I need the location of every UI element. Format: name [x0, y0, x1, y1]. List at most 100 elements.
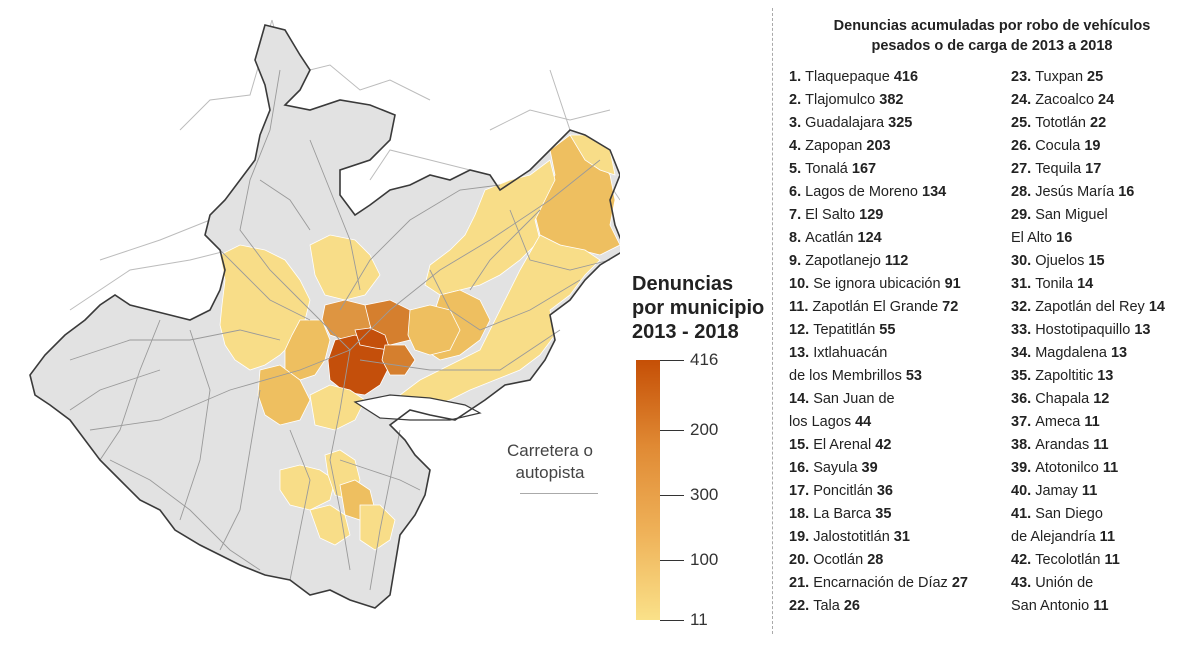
ranking-number: 31.: [1011, 276, 1036, 292]
legend-title-line-1: Denuncias: [632, 273, 734, 295]
municipality-name: Zacoalco: [1035, 92, 1095, 108]
ranking-row: 30. Ojuelos 15: [1011, 250, 1196, 273]
complaint-count: 39: [857, 460, 878, 476]
jalisco-map: [29, 19, 620, 609]
complaint-count: 36: [872, 483, 894, 499]
ranking-number: 39.: [1011, 460, 1036, 476]
municipality-name: Cocula: [1035, 138, 1081, 154]
municipality-name: Ojuelos: [1035, 253, 1085, 269]
ranking-number: 41.: [1011, 506, 1036, 522]
ranking-row: 11. Zapotlán El Grande 72: [789, 296, 999, 319]
complaint-count: 17: [1081, 161, 1102, 177]
complaint-count: 42: [871, 437, 892, 453]
ranking-number: 4.: [789, 138, 806, 154]
ranking-row: 40. Jamay 11: [1011, 480, 1196, 503]
municipality-name: San Antonio: [1011, 598, 1090, 614]
ranking-row: 8. Acatlán 124: [789, 227, 999, 250]
ranking-number: 43.: [1011, 575, 1036, 591]
legend-tick-label: 416: [690, 350, 719, 369]
ranking-number: 3.: [789, 115, 806, 131]
ranking-row: 41. San Diego: [1011, 503, 1196, 526]
ranking-number: 25.: [1011, 115, 1036, 131]
ranking-number: 13.: [789, 345, 814, 361]
ranking-row: 36. Chapala 12: [1011, 388, 1196, 411]
divider: [772, 8, 773, 634]
municipality-name: Zapotlanejo: [805, 253, 881, 269]
ranking-row: 37. Ameca 11: [1011, 411, 1196, 434]
ranking-row: 9. Zapotlanejo 112: [789, 250, 999, 273]
municipality-name: de Alejandría: [1011, 529, 1096, 545]
municipality-name: Ocotlán: [813, 552, 864, 568]
ranking-number: 32.: [1011, 299, 1036, 315]
ranking-row: 22. Tala 26: [789, 595, 999, 618]
legend-title-line-3: 2013 - 2018: [632, 321, 739, 343]
municipality-shape: [309, 504, 351, 546]
complaint-count: 129: [855, 207, 884, 223]
complaint-count: 16: [1052, 230, 1073, 246]
complaint-count: 31: [889, 529, 910, 545]
ranking-number: 20.: [789, 552, 814, 568]
ranking-row: 12. Tepatitlán 55: [789, 319, 999, 342]
ranking-number: 2.: [789, 92, 806, 108]
complaint-count: 72: [938, 299, 959, 315]
municipality-name: Jamay: [1035, 483, 1078, 499]
ranking-row: 13. Ixtlahuacán: [789, 342, 999, 365]
legend-tick-label: 300: [690, 485, 719, 505]
ranking-row: 33. Hostotipaquillo 13: [1011, 319, 1196, 342]
municipality-shape: [309, 384, 366, 431]
ranking-row: San Antonio 11: [1011, 595, 1196, 618]
complaint-count: 11: [1100, 552, 1120, 568]
ranking-row: 2. Tlajomulco 382: [789, 89, 999, 112]
ranking-row: 1. Tlaquepaque 416: [789, 66, 999, 89]
ranking-row: los Lagos 44: [789, 411, 999, 434]
complaint-count: 13: [1130, 322, 1151, 338]
ranking-row: 38. Arandas 11: [1011, 434, 1196, 457]
complaint-count: 11: [1080, 414, 1100, 430]
municipality-name: Acatlán: [805, 230, 854, 246]
ranking-number: 6.: [789, 184, 806, 200]
legend-tick: [660, 360, 684, 361]
municipality-name: Poncitlán: [813, 483, 873, 499]
municipality-shape: [399, 234, 601, 411]
ranking-row: de Alejandría 11: [1011, 526, 1196, 549]
municipality-name: Tepatitlán: [813, 322, 876, 338]
municipality-name: de los Membrillos: [789, 368, 902, 384]
municipality-name: Zapotlán del Rey: [1035, 299, 1145, 315]
complaint-count: 13: [1106, 345, 1128, 361]
municipality-shape: [219, 244, 311, 371]
complaint-count: 22: [1085, 115, 1107, 131]
ranking-number: 35.: [1011, 368, 1036, 384]
municipality-shape: [284, 319, 331, 381]
municipality-name: El Arenal: [813, 437, 872, 453]
municipality-name: Tuxpan: [1035, 69, 1084, 85]
ranking-number: 12.: [789, 322, 814, 338]
complaint-count: 382: [875, 92, 904, 108]
list-title-line-2: pesados o de carga de 2013 a 2018: [871, 38, 1113, 54]
ranking-number: 15.: [789, 437, 814, 453]
state-border: [29, 24, 620, 609]
legend-color-bar: [636, 360, 660, 620]
ranking-row: 29. San Miguel: [1011, 204, 1196, 227]
municipality-name: Zapotlán El Grande: [812, 299, 939, 315]
municipality-name: El Alto: [1011, 230, 1053, 246]
ranking-row: 23. Tuxpan 25: [1011, 66, 1196, 89]
complaint-count: 167: [847, 161, 877, 177]
municipality-name: Tequila: [1035, 161, 1082, 177]
ranking-number: 21.: [789, 575, 814, 591]
list-title-line-1: Denuncias acumuladas por robo de vehícul…: [833, 18, 1151, 34]
ranking-number: 8.: [789, 230, 806, 246]
ranking-row: 17. Poncitlán 36: [789, 480, 999, 503]
ranking-row: 32. Zapotlán del Rey 14: [1011, 296, 1196, 319]
complaint-count: 24: [1094, 92, 1115, 108]
ranking-row: 28. Jesús María 16: [1011, 181, 1196, 204]
legend-tick: [660, 495, 684, 497]
roads: [69, 69, 611, 591]
municipality-name: La Barca: [813, 506, 872, 522]
municipality-name: Jesús María: [1035, 184, 1115, 200]
municipality-name: Tlajomulco: [805, 92, 876, 108]
municipality-name: Ameca: [1035, 414, 1081, 430]
ranking-row: 42. Tecolotlán 11: [1011, 549, 1196, 572]
ranking-row: 16. Sayula 39: [789, 457, 999, 480]
ranking-row: 18. La Barca 35: [789, 503, 999, 526]
municipality-name: Guadalajara: [805, 115, 885, 131]
